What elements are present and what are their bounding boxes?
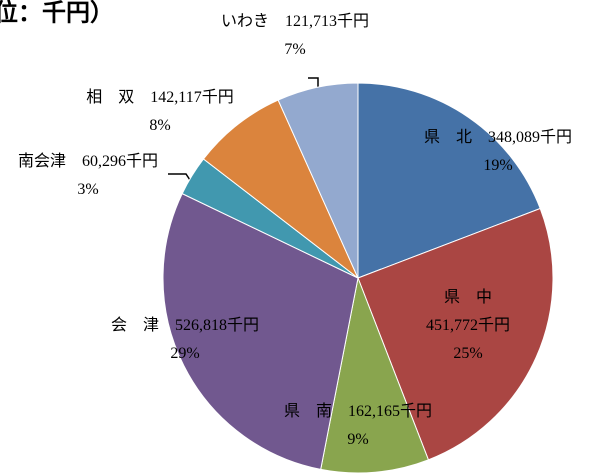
- value-label: 348,089千円: [488, 128, 572, 146]
- pie-slice: [202, 99, 359, 279]
- value-label: 60,296千円: [82, 152, 158, 170]
- data-label: 相 双 142,117千円 8%: [86, 88, 233, 134]
- chart-title: 位：千円）: [0, 0, 114, 26]
- data-label: 南会津 60,296千円 3%: [18, 152, 158, 198]
- percent-label: 19%: [483, 157, 512, 174]
- data-label: 県 北 348,089千円 19%: [424, 128, 572, 174]
- percent-label: 25%: [453, 345, 482, 362]
- pie-slice: [162, 192, 359, 470]
- data-label: 県 南 162,165千円 9%: [284, 402, 432, 448]
- data-label: 県 中 451,772千円 25%: [426, 288, 510, 362]
- category-label: 県 中: [444, 288, 492, 306]
- percent-label: 29%: [170, 345, 199, 362]
- data-label: いわき 121,713千円 7%: [221, 12, 369, 58]
- percent-label: 3%: [77, 181, 98, 198]
- category-label: 県 北: [424, 128, 472, 146]
- value-label: 526,818千円: [175, 316, 259, 334]
- category-label: 県 南: [284, 402, 332, 420]
- percent-label: 9%: [347, 431, 368, 448]
- data-label: 会 津 526,818千円 29%: [111, 316, 259, 362]
- leader-line: [168, 173, 191, 181]
- category-label: 相 双: [86, 88, 134, 106]
- category-label: 会 津: [111, 316, 159, 334]
- category-label: いわき: [221, 12, 269, 30]
- value-label: 162,165千円: [348, 402, 432, 420]
- value-label: 121,713千円: [285, 12, 369, 30]
- pie-slice: [277, 82, 359, 279]
- percent-label: 7%: [284, 41, 305, 58]
- percent-label: 8%: [149, 117, 170, 134]
- leader-line: [308, 77, 319, 88]
- category-label: 南会津: [18, 152, 66, 170]
- value-label: 142,117千円: [150, 88, 233, 106]
- pie-slice: [357, 82, 541, 279]
- value-label: 451,772千円: [426, 316, 510, 334]
- pie-slice: [357, 207, 554, 461]
- pie-slice: [320, 276, 430, 474]
